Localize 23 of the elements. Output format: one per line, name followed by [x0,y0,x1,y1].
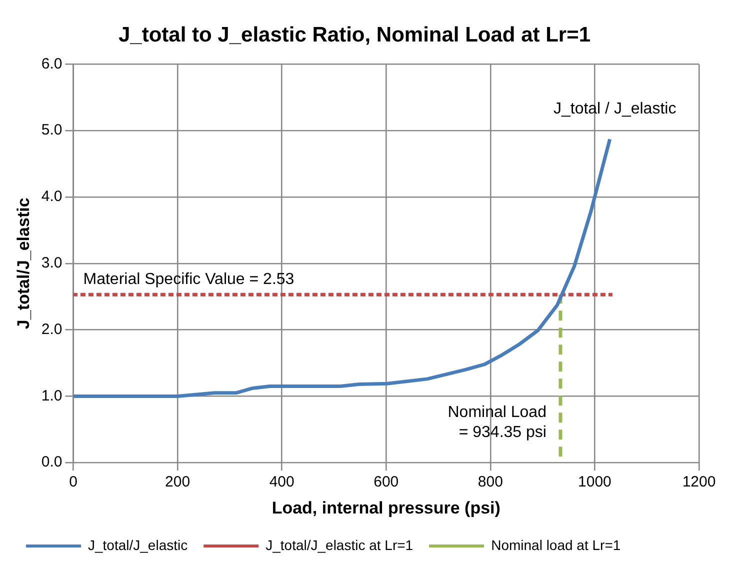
annotation: Nominal Load = 934.35 psi [448,404,546,442]
x-tick-label: 0 [69,474,78,491]
x-tick-label: 1200 [682,474,716,491]
y-tick-label: 6.0 [41,55,62,72]
y-tick-label: 2.0 [41,320,62,338]
legend-label: Nominal load at Lr=1 [491,536,621,553]
x-tick-label: 1000 [578,474,612,491]
y-tick-label: 0.0 [41,454,62,471]
y-tick-label: 1.0 [41,387,62,404]
annotation: J_total / J_elastic [553,100,676,118]
legend-label: J_total/J_elastic at Lr=1 [266,536,414,553]
y-tick-label: 3.0 [41,254,62,272]
y-axis-title: J_total/J_elastic [14,198,33,330]
x-tick-label: 400 [269,474,294,491]
x-tick-label: 800 [478,474,503,491]
x-tick-label: 600 [374,474,399,491]
chart-title: J_total to J_elastic Ratio, Nominal Load at Lr=1 [118,23,591,46]
x-tick-label: 200 [165,474,190,491]
x-axis-title: Load, internal pressure (psi) [272,498,500,518]
y-tick-label: 4.0 [41,188,62,206]
legend-label: J_total/J_elastic [88,536,188,553]
annotation: Material Specific Value = 2.53 [83,271,294,288]
y-tick-label: 5.0 [41,122,62,139]
